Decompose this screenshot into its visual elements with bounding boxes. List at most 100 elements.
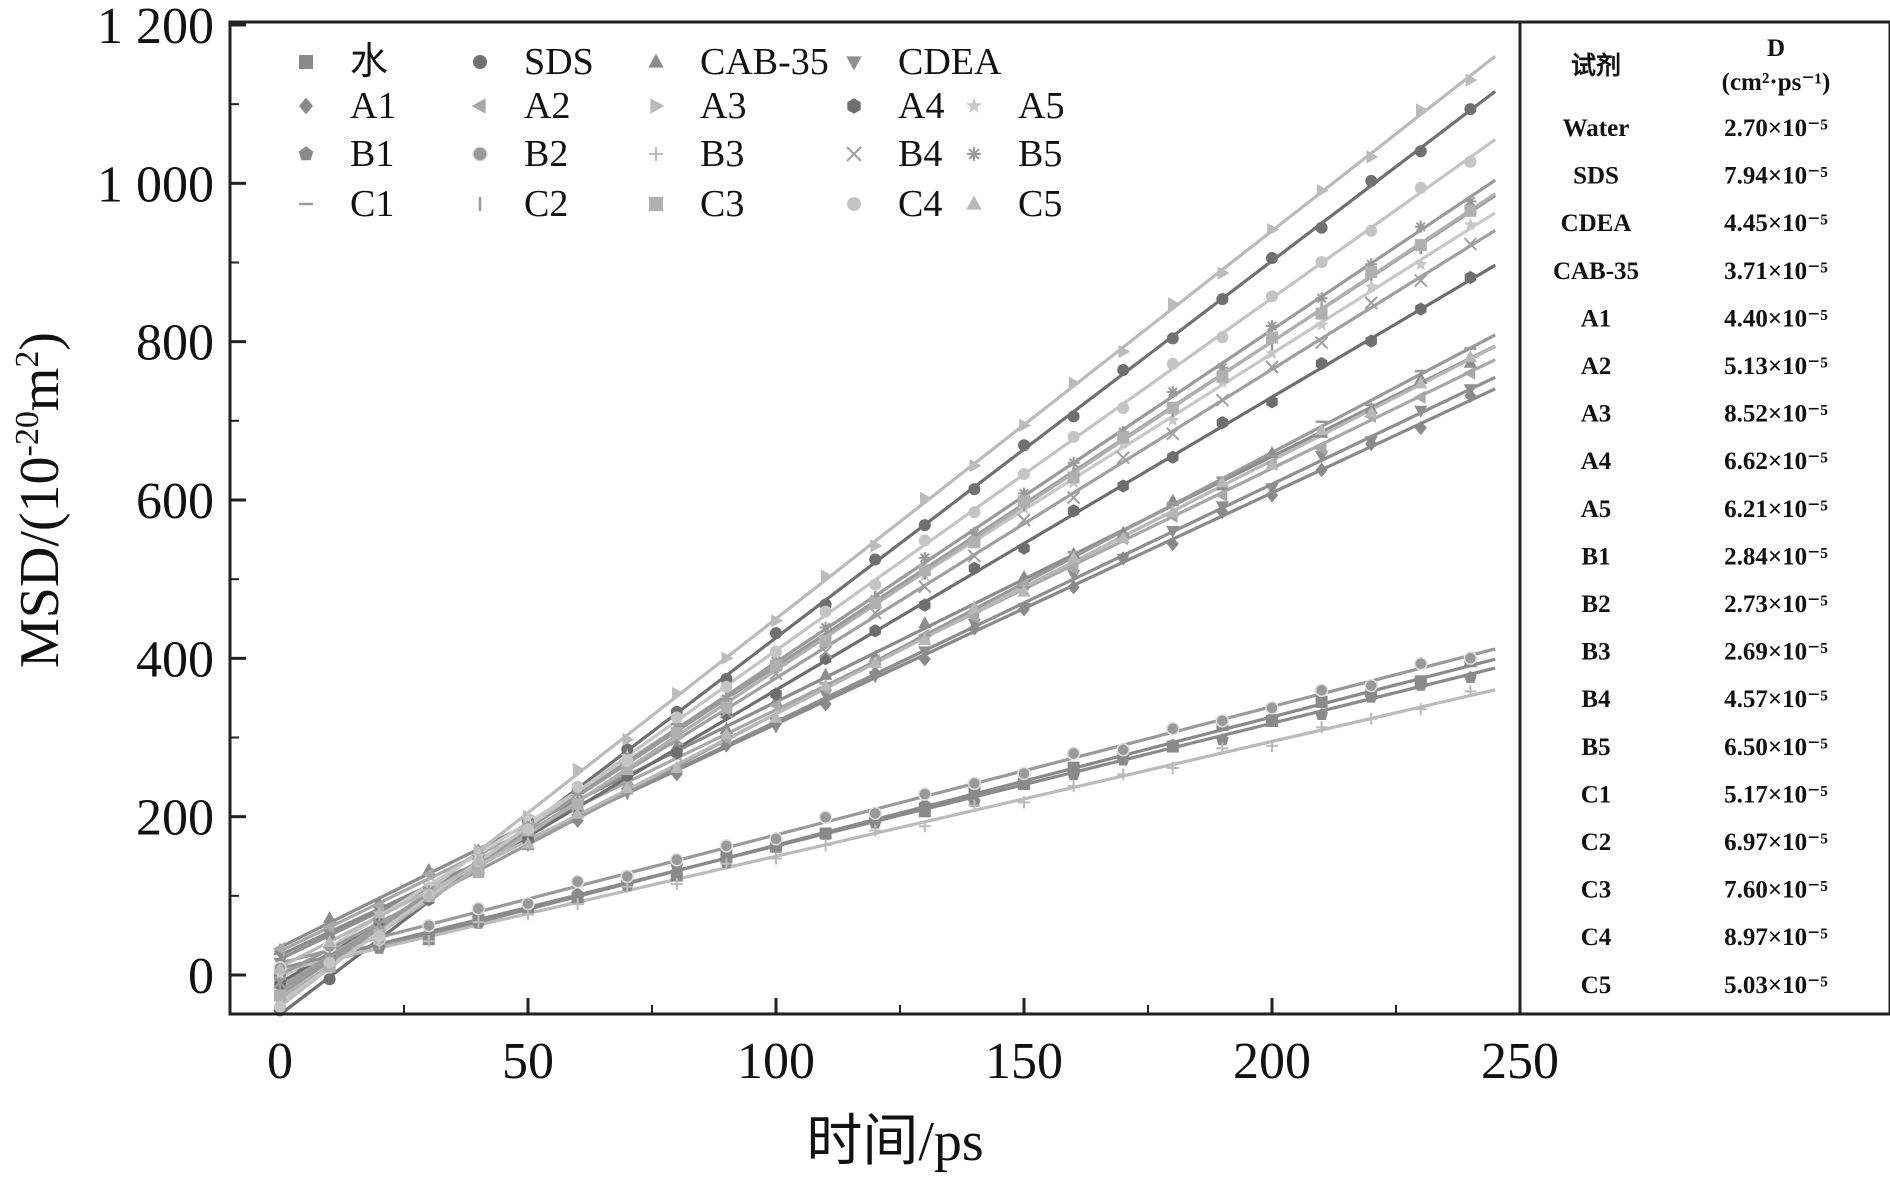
data-point-B5 xyxy=(1266,320,1278,333)
data-point-A3 xyxy=(771,614,784,628)
data-point-B2 xyxy=(918,787,932,801)
data-point-A1 xyxy=(571,813,584,828)
data-point-A5 xyxy=(1463,217,1478,231)
table-cell-reagent: A4 xyxy=(1581,448,1612,475)
legend-label: A2 xyxy=(524,85,570,127)
table-cell-d: 6.62×10⁻⁵ xyxy=(1724,448,1828,475)
data-point-C3 xyxy=(869,597,882,610)
data-point-C4 xyxy=(323,956,336,969)
legend-item-CDEA: CDEA xyxy=(846,41,1002,83)
data-point-A1 xyxy=(1266,488,1278,503)
data-point-C4 xyxy=(869,578,882,591)
data-point-CAB-35 xyxy=(323,911,337,924)
data-point-C3 xyxy=(1266,331,1278,344)
legend-label: B2 xyxy=(524,133,568,175)
table-cell-d: 3.71×10⁻⁵ xyxy=(1724,258,1828,285)
data-point-B1 xyxy=(1265,711,1279,724)
data-point-A3 xyxy=(820,569,833,583)
data-point-A5 xyxy=(1364,279,1378,293)
data-point-A1 xyxy=(1018,602,1030,617)
data-point-A1 xyxy=(968,621,981,636)
data-point-B2 xyxy=(570,874,585,889)
legend-label: B3 xyxy=(700,133,744,175)
data-point-A2 xyxy=(421,867,434,882)
table-cell-d: 4.57×10⁻⁵ xyxy=(1724,686,1828,713)
legend-label: 水 xyxy=(350,41,388,83)
table-header-reagent: 试剂 xyxy=(1571,51,1621,80)
data-point-C4 xyxy=(1117,401,1130,414)
data-point-B3 xyxy=(1117,768,1130,781)
data-point-B1 xyxy=(1166,738,1180,751)
legend-label: B4 xyxy=(898,133,942,175)
table-header-d: D xyxy=(1767,35,1785,62)
data-point-A4 xyxy=(1216,416,1229,430)
data-point-B4 xyxy=(1314,335,1329,350)
legend-item-C3: C3 xyxy=(649,183,744,225)
table-row: C5 5.03×10⁻⁵ xyxy=(1581,972,1828,999)
table-row: A3 8.52×10⁻⁵ xyxy=(1581,401,1828,428)
data-point-B4 xyxy=(1414,273,1428,288)
data-point-C3 xyxy=(1464,204,1477,217)
data-point-B1 xyxy=(571,887,584,900)
y-axis-title-mid: m xyxy=(9,368,71,412)
data-point-C3 xyxy=(472,866,485,879)
data-point-B2 xyxy=(1215,714,1230,728)
data-point-B4 xyxy=(1017,513,1031,527)
data-point-C4 xyxy=(918,534,931,547)
data-point-B3 xyxy=(1266,739,1278,752)
y-tick-label: 1 200 xyxy=(97,0,214,55)
data-point-C5 xyxy=(1463,350,1477,363)
table-row: B5 6.50×10⁻⁵ xyxy=(1581,734,1827,761)
y-tick-label: 800 xyxy=(136,315,214,372)
data-point-B2 xyxy=(1265,701,1279,715)
data-point-C5 xyxy=(1017,584,1031,597)
table-row: C2 6.97×10⁻⁵ xyxy=(1581,829,1828,856)
data-point-B3 xyxy=(522,908,534,921)
legend-item-B3: B3 xyxy=(649,133,744,175)
data-point-B3 xyxy=(670,877,683,890)
table-header-unit: (cm²·ps⁻¹) xyxy=(1722,69,1831,96)
legend-label: B5 xyxy=(1018,133,1062,175)
table-cell-d: 8.97×10⁻⁵ xyxy=(1724,924,1828,951)
legend-label: CAB-35 xyxy=(700,41,829,83)
data-point-C4 xyxy=(720,680,733,693)
data-point-C4 xyxy=(968,506,981,519)
data-point-C5 xyxy=(1315,423,1329,436)
table-row: C3 7.60×10⁻⁵ xyxy=(1581,877,1828,904)
data-point-C4 xyxy=(1414,181,1427,194)
x-axis-title: 时间/ps xyxy=(806,1111,983,1173)
data-point-A3 xyxy=(672,686,684,700)
data-point-C4 xyxy=(522,823,534,836)
data-point-B2 xyxy=(620,869,634,884)
data-point-A2 xyxy=(322,920,335,934)
data-point-C3 xyxy=(1414,239,1427,252)
data-point-B2 xyxy=(670,853,684,867)
data-point-SDS xyxy=(1166,332,1179,345)
data-point-A4 xyxy=(869,624,881,638)
data-point-A3 xyxy=(870,539,883,553)
data-point-C4 xyxy=(670,711,683,724)
data-point-A4 xyxy=(671,746,683,760)
table-cell-d: 2.69×10⁻⁵ xyxy=(1724,639,1828,666)
data-point-C3 xyxy=(918,564,931,577)
legend-marker xyxy=(299,55,313,69)
data-point-A4 xyxy=(1415,302,1427,316)
legend-item-A1: A1 xyxy=(299,85,396,127)
data-point-C4 xyxy=(819,605,832,618)
data-point-C5 xyxy=(769,710,783,723)
data-point-A3 xyxy=(1267,223,1280,237)
table-row: A5 6.21×10⁻⁵ xyxy=(1581,496,1828,523)
data-point-A3 xyxy=(1316,184,1329,198)
data-point-A1 xyxy=(869,666,882,681)
y-tick-label: 600 xyxy=(136,473,214,530)
data-point-A3 xyxy=(721,651,734,665)
table-cell-d: 2.84×10⁻⁵ xyxy=(1724,543,1828,570)
data-point-B1 xyxy=(918,798,932,811)
data-point-B4 xyxy=(1265,360,1279,374)
table-row: A1 4.40×10⁻⁵ xyxy=(1581,305,1828,332)
data-point-A3 xyxy=(1366,150,1379,164)
table-row: B4 4.57×10⁻⁵ xyxy=(1581,686,1827,713)
data-point-B1 xyxy=(1315,708,1328,720)
legend-marker xyxy=(650,98,665,114)
plot-frame xyxy=(228,20,1890,1016)
